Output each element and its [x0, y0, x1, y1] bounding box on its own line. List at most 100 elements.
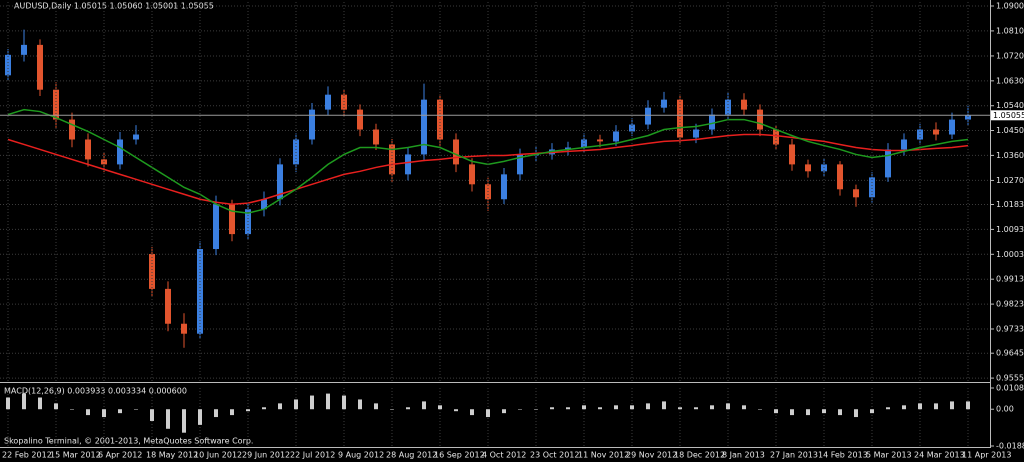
- candle-body: [869, 177, 875, 198]
- macd-bar: [214, 409, 218, 418]
- x-tick-label: 23 Oct 2012: [530, 451, 579, 460]
- candle-body: [709, 114, 715, 130]
- candle-body: [181, 323, 187, 334]
- macd-bar: [454, 409, 458, 412]
- y-tick-label: 0.95555: [996, 374, 1024, 383]
- candle-body: [805, 164, 811, 172]
- macd-bar: [918, 403, 922, 410]
- macd-title: MACD(12,26,9) 0.003933 0.003334 0.000600: [4, 387, 187, 396]
- candle-body: [213, 204, 219, 250]
- y-tick-label: 0.00: [996, 405, 1014, 414]
- macd-bar: [70, 409, 74, 410]
- x-tick-label: 11 Apr 2013: [962, 451, 1011, 460]
- y-tick-label: 1.09005: [996, 2, 1024, 11]
- x-tick-label: 10 Jun 2012: [194, 451, 242, 460]
- x-tick-label: 15 Mar 2012: [50, 451, 101, 460]
- candle-body: [645, 107, 651, 125]
- x-tick-label: 8 Jan 2013: [722, 451, 765, 460]
- candle-body: [933, 129, 939, 135]
- macd-bar: [294, 399, 298, 410]
- macd-bar: [630, 405, 634, 410]
- macd-bar: [278, 403, 282, 410]
- macd-bar: [486, 409, 490, 418]
- macd-bar: [502, 409, 506, 414]
- macd-bar: [374, 403, 378, 410]
- x-tick-label: 24 Mar 2013: [914, 451, 965, 460]
- macd-bar: [742, 405, 746, 410]
- candle-body: [261, 199, 267, 210]
- macd-bar: [438, 405, 442, 410]
- candle-body: [85, 139, 91, 160]
- candle-body: [517, 154, 523, 175]
- macd-bar: [726, 403, 730, 410]
- current-price-box: [991, 110, 1024, 121]
- y-tick-label: 1.02700: [996, 176, 1024, 185]
- macd-bar: [342, 395, 346, 410]
- candle-body: [853, 189, 859, 198]
- macd-bar: [534, 409, 538, 410]
- candle-body: [837, 164, 843, 190]
- macd-bar: [246, 409, 250, 412]
- candle-body: [325, 94, 331, 110]
- macd-bar: [710, 405, 714, 410]
- macd-bar: [694, 407, 698, 410]
- x-tick-label: 11 Nov 2012: [578, 451, 629, 460]
- macd-bar: [150, 409, 154, 421]
- macd-bar: [6, 397, 10, 410]
- x-tick-label: 28 Aug 2012: [386, 451, 437, 460]
- x-tick-label: 5 Mar 2013: [866, 451, 912, 460]
- macd-bar: [566, 407, 570, 410]
- candle-body: [661, 99, 667, 108]
- macd-bar: [950, 401, 954, 410]
- macd-bar: [22, 393, 26, 410]
- macd-bar: [54, 403, 58, 410]
- candle-body: [901, 139, 907, 150]
- x-tick-label: 29 Jun 2012: [242, 451, 290, 460]
- macd-bar: [118, 409, 122, 414]
- y-tick-label: 1.03605: [996, 151, 1024, 160]
- macd-bar: [582, 405, 586, 410]
- candle-body: [885, 149, 891, 178]
- candle-body: [293, 139, 299, 165]
- candle-body: [357, 109, 363, 130]
- macd-bar: [326, 393, 330, 410]
- candle-body: [965, 115, 971, 120]
- y-tick-label: 1.00930: [996, 225, 1024, 234]
- current-price-label: 1.05055: [993, 111, 1024, 120]
- macd-bar: [790, 409, 794, 416]
- candle-body: [693, 129, 699, 138]
- macd-bar: [678, 407, 682, 410]
- candle-body: [421, 99, 427, 155]
- candle-body: [469, 164, 475, 185]
- y-tick-label: 1.01830: [996, 200, 1024, 209]
- candle-body: [949, 119, 955, 135]
- candle-body: [501, 174, 507, 200]
- macd-bar: [966, 401, 970, 410]
- macd-bar: [646, 403, 650, 410]
- macd-bar: [774, 409, 778, 414]
- candle-body: [613, 131, 619, 142]
- y-tick-label: 1.05400: [996, 101, 1024, 110]
- macd-bar: [518, 409, 522, 410]
- candle-body: [453, 139, 459, 165]
- macd-bar: [390, 409, 394, 410]
- macd-bar: [838, 409, 842, 416]
- macd-bar: [38, 397, 42, 410]
- macd-bar: [902, 405, 906, 410]
- candle-body: [341, 94, 347, 110]
- macd-bar: [886, 407, 890, 410]
- macd-bar: [822, 409, 826, 414]
- macd-bar: [470, 409, 474, 416]
- candle-body: [37, 44, 43, 90]
- y-tick-label: 0.96455: [996, 349, 1024, 358]
- footer: Skopalino Terminal, © 2001-2013, MetaQuo…: [4, 437, 253, 446]
- y-tick-label: 1.0003: [996, 250, 1024, 259]
- macd-bar: [230, 409, 234, 416]
- y-tick-label: 1.08105: [996, 26, 1024, 35]
- x-tick-label: 22 Feb 2012: [2, 451, 52, 460]
- macd-bar: [262, 407, 266, 410]
- candle-body: [565, 147, 571, 150]
